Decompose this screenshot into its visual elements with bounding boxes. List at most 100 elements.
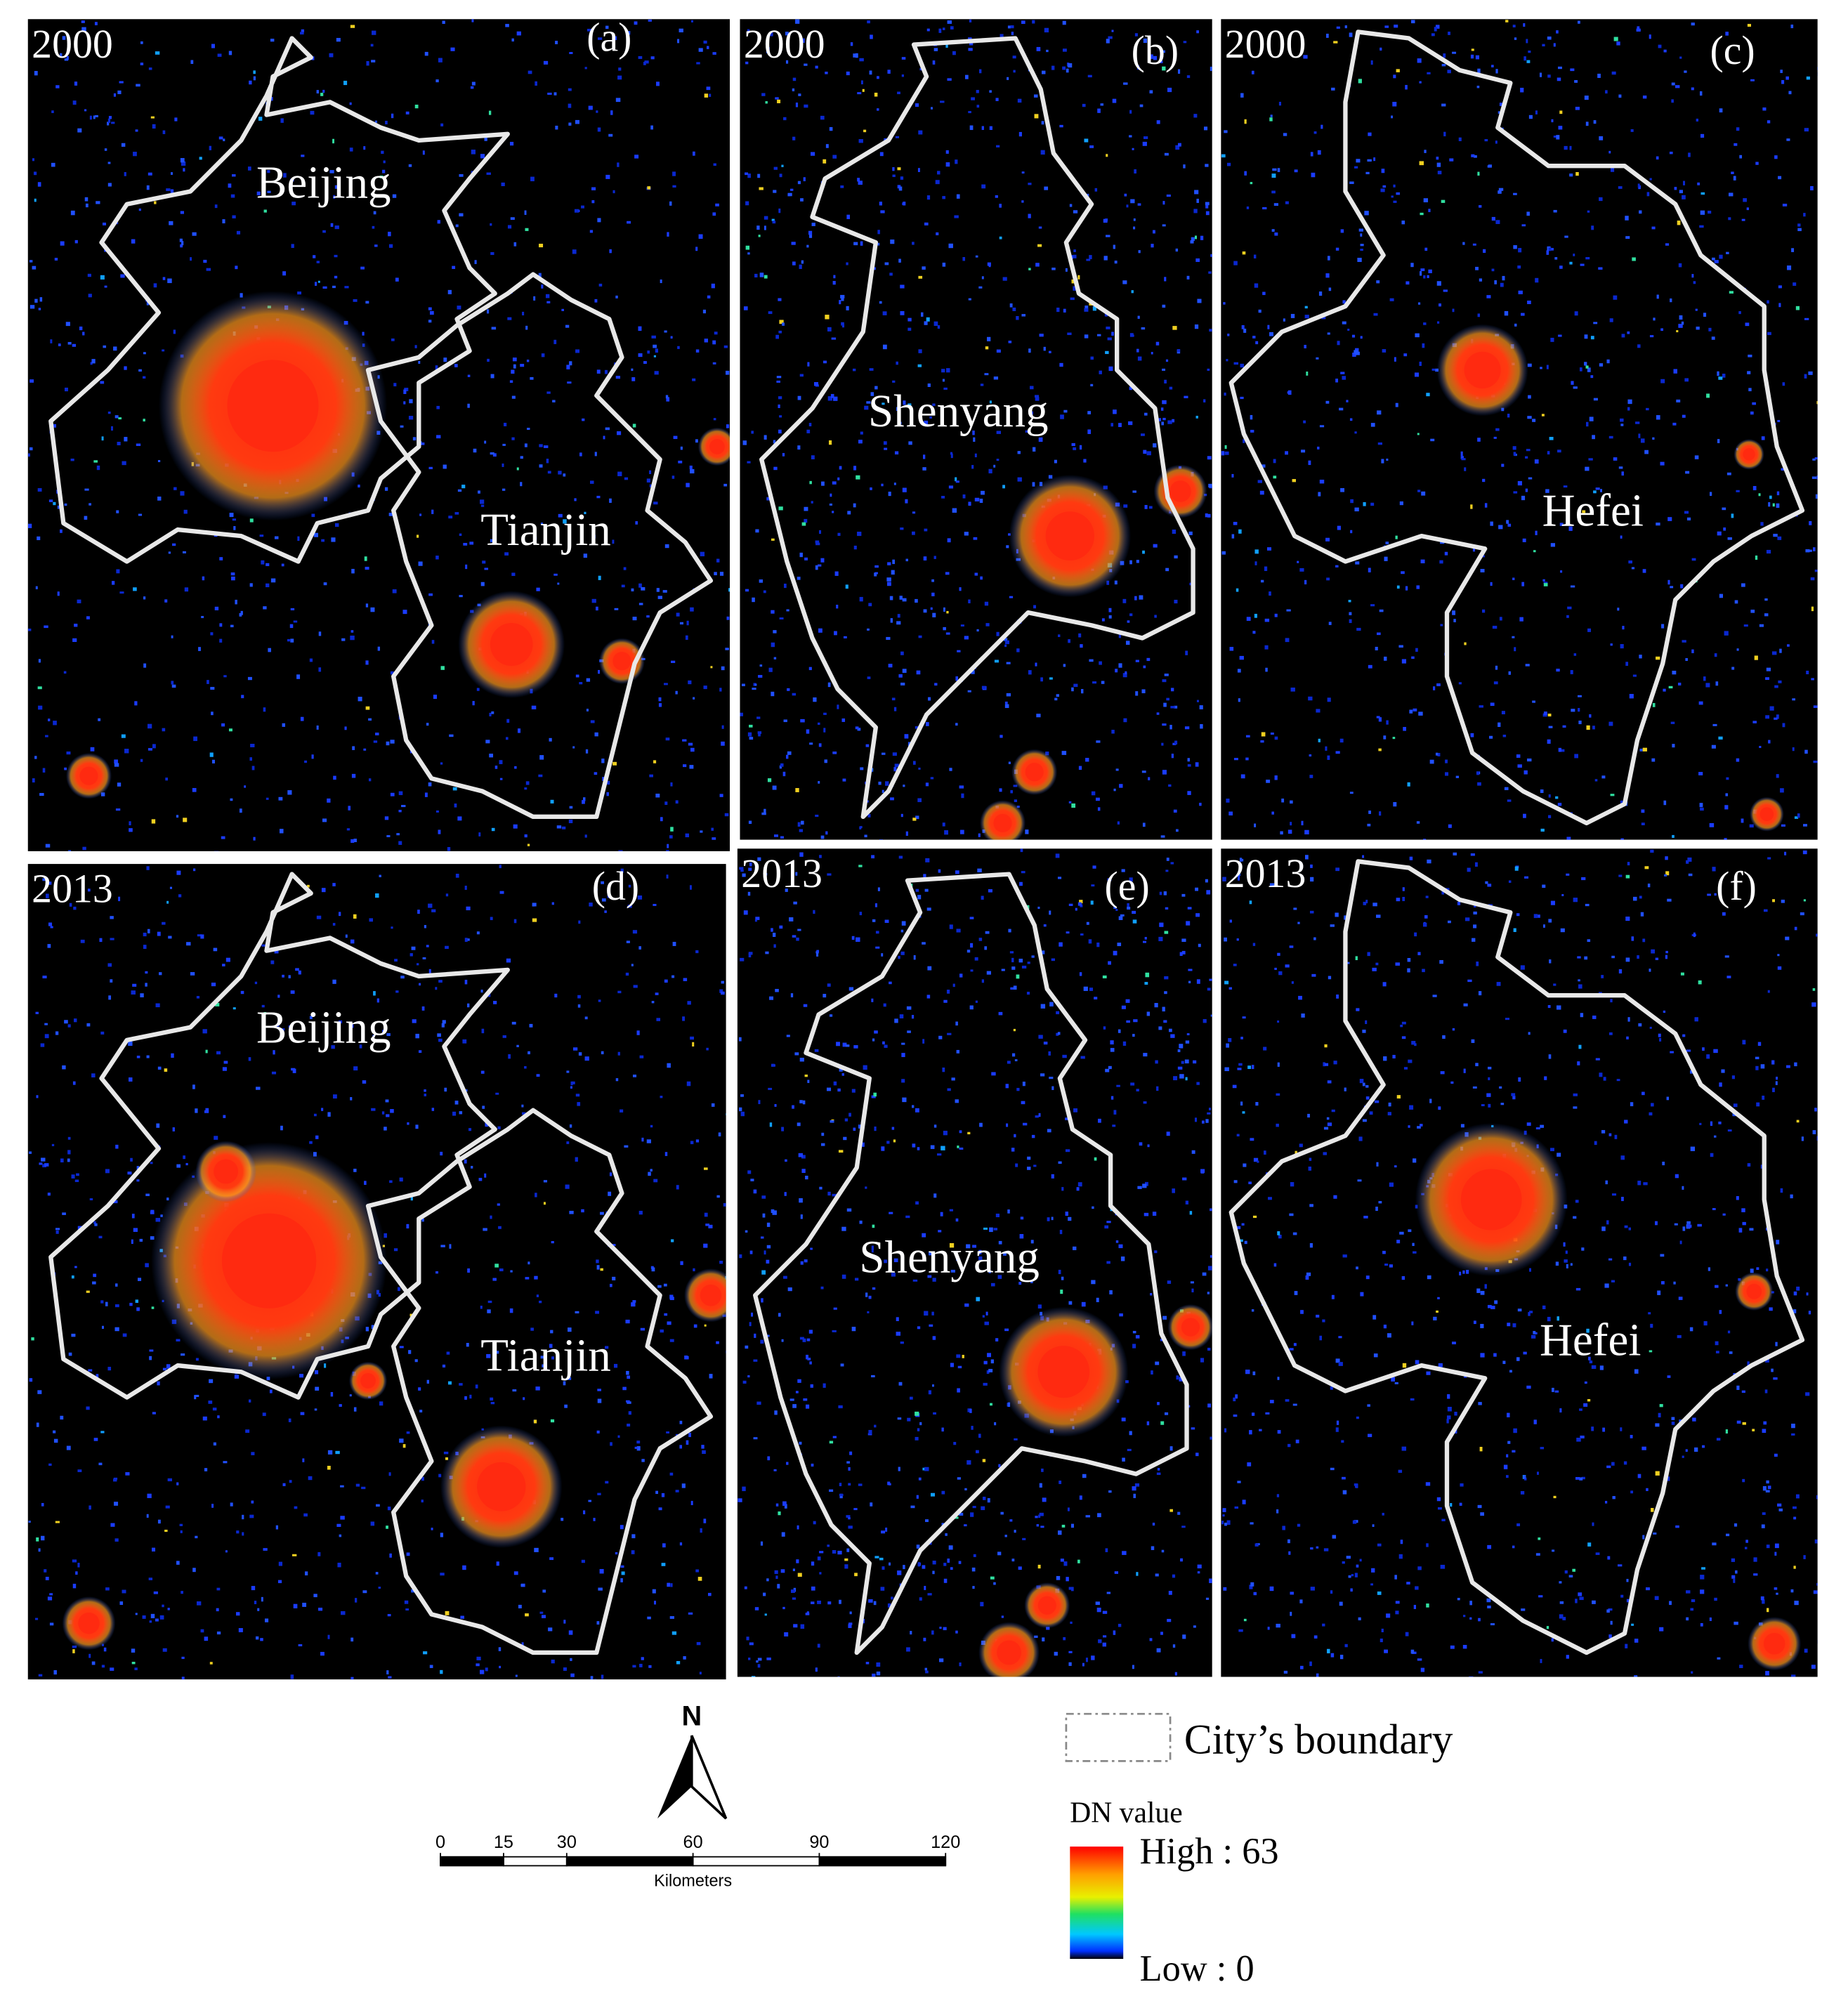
light-pixel bbox=[1776, 1592, 1778, 1595]
light-pixel bbox=[459, 213, 464, 217]
light-pixel bbox=[70, 458, 74, 461]
light-pixel bbox=[813, 382, 818, 386]
light-pixel bbox=[1161, 742, 1164, 746]
light-pixel bbox=[491, 327, 497, 330]
light-pixel bbox=[1518, 248, 1522, 253]
light-pixel bbox=[962, 494, 966, 499]
light-pixel bbox=[155, 51, 160, 55]
light-pixel bbox=[905, 499, 908, 504]
light-pixel bbox=[775, 1575, 778, 1580]
light-pixel bbox=[789, 917, 794, 921]
light-pixel bbox=[1186, 275, 1190, 280]
light-pixel bbox=[837, 532, 841, 536]
light-pixel bbox=[1627, 331, 1630, 334]
light-pixel bbox=[1113, 1630, 1116, 1635]
light-pixel bbox=[841, 298, 844, 301]
light-pixel bbox=[211, 1504, 214, 1508]
light-pixel bbox=[313, 532, 318, 537]
light-pixel bbox=[1445, 759, 1448, 763]
light-pixel bbox=[465, 938, 470, 941]
light-pixel bbox=[1241, 324, 1245, 329]
light-pixel bbox=[355, 1598, 358, 1603]
light-pixel bbox=[811, 1586, 815, 1591]
light-pixel bbox=[667, 844, 669, 848]
light-pixel bbox=[602, 777, 605, 781]
light-pixel bbox=[1060, 1290, 1063, 1294]
light-pixel bbox=[1224, 1428, 1227, 1433]
light-pixel bbox=[889, 273, 893, 276]
light-pixel bbox=[1082, 1474, 1087, 1478]
light-pixel bbox=[1133, 218, 1136, 221]
light-pixel bbox=[1493, 436, 1497, 439]
light-pixel bbox=[1575, 172, 1579, 176]
light-pixel bbox=[118, 896, 121, 902]
light-pixel bbox=[1182, 1177, 1187, 1181]
light-pixel bbox=[1409, 856, 1413, 860]
light-pixel bbox=[1384, 25, 1389, 28]
light-pixel bbox=[1765, 677, 1769, 681]
light-pixel bbox=[447, 1381, 452, 1385]
light-pixel bbox=[827, 1601, 832, 1605]
light-pixel bbox=[565, 324, 570, 328]
light-pixel bbox=[787, 751, 792, 755]
light-pixel bbox=[553, 573, 558, 576]
light-pixel bbox=[627, 1401, 631, 1404]
light-pixel bbox=[1062, 48, 1067, 52]
light-pixel bbox=[750, 1179, 754, 1181]
light-pixel bbox=[1416, 585, 1420, 589]
light-pixel bbox=[1195, 913, 1200, 917]
light-pixel bbox=[1287, 829, 1292, 834]
light-pixel bbox=[1743, 624, 1748, 627]
light-pixel bbox=[297, 291, 302, 295]
light-pixel bbox=[1028, 268, 1031, 270]
light-pixel bbox=[646, 1139, 651, 1143]
light-pixel bbox=[143, 419, 145, 422]
light-pixel bbox=[171, 684, 176, 688]
light-pixel bbox=[1349, 418, 1353, 421]
light-pixel bbox=[1170, 1034, 1175, 1038]
light-pixel bbox=[820, 558, 825, 563]
light-pixel bbox=[1098, 1639, 1102, 1644]
light-pixel bbox=[868, 603, 872, 607]
light-pixel bbox=[146, 185, 150, 190]
light-pixel bbox=[700, 1528, 702, 1533]
light-pixel bbox=[1277, 1430, 1281, 1434]
light-pixel bbox=[877, 108, 879, 111]
light-pixel bbox=[282, 723, 286, 727]
light-pixel bbox=[122, 1333, 127, 1337]
light-pixel bbox=[438, 829, 441, 834]
light-pixel bbox=[1679, 56, 1682, 59]
light-pixel bbox=[104, 148, 107, 151]
light-pixel bbox=[1162, 417, 1166, 421]
light-pixel bbox=[76, 1173, 79, 1176]
urban-core bbox=[477, 1462, 526, 1511]
light-pixel bbox=[547, 92, 552, 96]
light-pixel bbox=[1068, 801, 1072, 803]
light-pixel bbox=[817, 722, 820, 726]
light-pixel bbox=[1141, 770, 1146, 773]
light-pixel bbox=[1677, 221, 1681, 225]
light-pixel bbox=[1365, 900, 1368, 904]
light-pixel bbox=[211, 711, 214, 716]
light-pixel bbox=[1007, 1061, 1011, 1064]
light-pixel bbox=[607, 893, 610, 898]
light-pixel bbox=[1660, 328, 1663, 332]
light-pixel bbox=[1639, 655, 1642, 659]
light-pixel bbox=[1423, 275, 1426, 279]
light-pixel bbox=[899, 596, 903, 600]
light-pixel bbox=[195, 1108, 198, 1113]
light-pixel bbox=[72, 1649, 75, 1653]
light-pixel bbox=[353, 1407, 357, 1412]
light-pixel bbox=[138, 513, 143, 516]
light-pixel bbox=[1719, 593, 1724, 598]
light-pixel bbox=[926, 317, 930, 322]
light-pixel bbox=[971, 97, 975, 100]
light-pixel bbox=[74, 624, 78, 627]
light-pixel bbox=[1649, 335, 1654, 338]
light-pixel bbox=[1236, 1134, 1240, 1137]
light-pixel bbox=[1443, 131, 1446, 137]
light-pixel bbox=[223, 1061, 228, 1064]
light-pixel bbox=[148, 723, 152, 729]
light-pixel bbox=[1115, 669, 1118, 673]
light-pixel bbox=[1768, 740, 1771, 744]
